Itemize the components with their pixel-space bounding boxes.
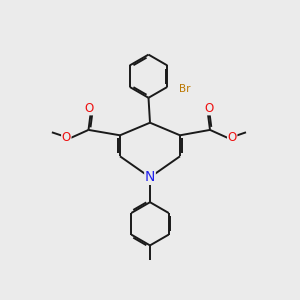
Text: O: O xyxy=(62,131,71,144)
Text: Br: Br xyxy=(179,83,190,94)
Text: N: N xyxy=(145,170,155,184)
Text: O: O xyxy=(228,131,237,144)
Text: O: O xyxy=(85,102,94,115)
Text: O: O xyxy=(205,102,214,115)
